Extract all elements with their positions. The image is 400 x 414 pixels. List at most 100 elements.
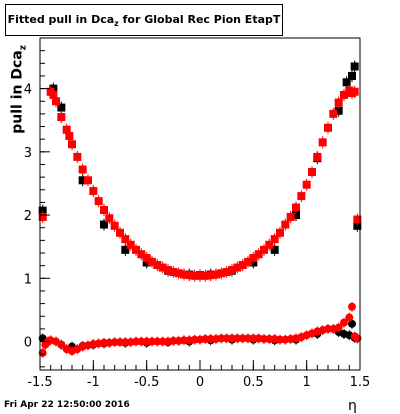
y-tick-label: 3: [24, 146, 32, 161]
data-point-square: [270, 235, 279, 244]
data-point-square: [353, 215, 362, 224]
data-point-square: [297, 192, 306, 201]
data-point-square: [164, 266, 172, 275]
data-point-square: [353, 221, 362, 230]
chart-title-box: Fitted pull in Dcaz for Global Rec Pion …: [5, 4, 283, 36]
title-suffix: for Global Rec Pion EtapT: [118, 13, 281, 26]
y-tick-label: 2: [24, 209, 32, 224]
title-prefix: Fitted pull in Dca: [7, 13, 115, 26]
data-point-circle: [334, 323, 343, 332]
data-point-square: [217, 269, 226, 278]
data-point-circle: [348, 302, 356, 311]
data-point-square: [78, 165, 87, 174]
title-subscript: z: [114, 19, 119, 29]
data-point-circle: [353, 334, 362, 343]
data-point-square: [238, 261, 247, 270]
data-point-circle: [57, 340, 66, 349]
timestamp: Fri Apr 22 12:50:00 2016: [4, 400, 130, 410]
data-point-square: [222, 267, 231, 276]
y-axis-label: pull in Dcaz: [10, 34, 29, 144]
data-point-square: [334, 98, 343, 107]
data-point-square: [276, 228, 284, 237]
data-point-square: [206, 271, 215, 280]
y-tick-label: 0: [24, 336, 32, 351]
data-point-square: [57, 113, 66, 122]
data-point-square: [270, 245, 279, 254]
data-point-square: [292, 211, 300, 220]
axes: -1.5 -1 -0.5 0 0.5 1 1.5 0 1 2 3 4: [24, 37, 371, 390]
data-point-square: [110, 221, 119, 230]
data-point-square: [100, 220, 108, 229]
data-point-square: [324, 123, 332, 132]
data-point-square: [121, 235, 130, 244]
data-point-square: [84, 176, 92, 185]
data-point-square: [340, 90, 348, 99]
data-point-square: [233, 263, 242, 272]
x-tick-label: 1: [303, 375, 311, 390]
data-point-square: [286, 212, 295, 221]
data-point-square: [244, 257, 252, 266]
data-point-square: [49, 90, 58, 99]
data-point-square: [73, 152, 82, 161]
data-point-square: [126, 240, 135, 249]
data-point-square: [78, 176, 87, 185]
data-point-square: [174, 269, 183, 278]
data-point-square: [302, 180, 311, 189]
data-point-square: [158, 263, 167, 272]
data-point-square: [265, 240, 274, 249]
data-point-square: [148, 257, 156, 266]
y-tick-label: 4: [24, 83, 32, 98]
data-point-square: [308, 168, 316, 177]
data-point-square: [169, 267, 178, 276]
x-tick-label: -0.5: [134, 375, 159, 390]
data-point-square: [334, 106, 343, 115]
data-point-square: [94, 197, 103, 206]
data-point-square: [137, 250, 146, 259]
data-point-square: [180, 270, 188, 279]
data-point-square: [116, 228, 124, 237]
x-tick-label: 0.5: [243, 375, 264, 390]
y-label-prefix: pull in Dca: [9, 50, 26, 134]
chart-title: Fitted pull in Dcaz for Global Rec Pion …: [6, 13, 282, 28]
data-point-square: [329, 109, 338, 118]
data-point-square: [57, 103, 66, 112]
data-point-circle: [345, 313, 354, 322]
data-point-square: [100, 206, 108, 215]
y-tick-label: 1: [24, 272, 32, 287]
x-tick-label: -1.5: [27, 375, 52, 390]
data-point-square: [196, 271, 204, 280]
data-point-square: [254, 250, 263, 259]
x-axis-label: η: [348, 398, 357, 414]
data-point-circle: [348, 319, 356, 328]
data-point-square: [121, 245, 130, 254]
data-point-square: [190, 271, 199, 280]
data-point-square: [342, 78, 351, 87]
data-point-square: [228, 266, 236, 275]
data-point-square: [62, 125, 71, 134]
x-tick-label: 0: [196, 375, 204, 390]
data-point-square: [249, 254, 258, 263]
data-point-square: [142, 254, 151, 263]
data-point-square: [38, 212, 47, 221]
data-point-square: [89, 187, 98, 196]
y-label-subscript: z: [18, 45, 29, 51]
data-point-square: [212, 270, 220, 279]
data-point-square: [313, 152, 322, 161]
data-point-square: [185, 271, 194, 280]
data-point-square: [348, 71, 356, 80]
x-tick-label: 1.5: [350, 375, 371, 390]
data-point-square: [260, 245, 268, 254]
data-point-square: [105, 214, 114, 223]
data-point-square: [132, 245, 140, 254]
data-point-square: [65, 132, 74, 141]
series-1: [38, 84, 362, 282]
data-point-circle: [38, 348, 47, 357]
data-point-square: [68, 140, 76, 149]
data-point-square: [201, 271, 210, 280]
x-tick-label: -1: [87, 375, 100, 390]
series-3: [38, 301, 362, 358]
data-point-circle: [340, 318, 348, 327]
data-point-square: [38, 206, 47, 215]
data-point-square: [52, 97, 60, 106]
